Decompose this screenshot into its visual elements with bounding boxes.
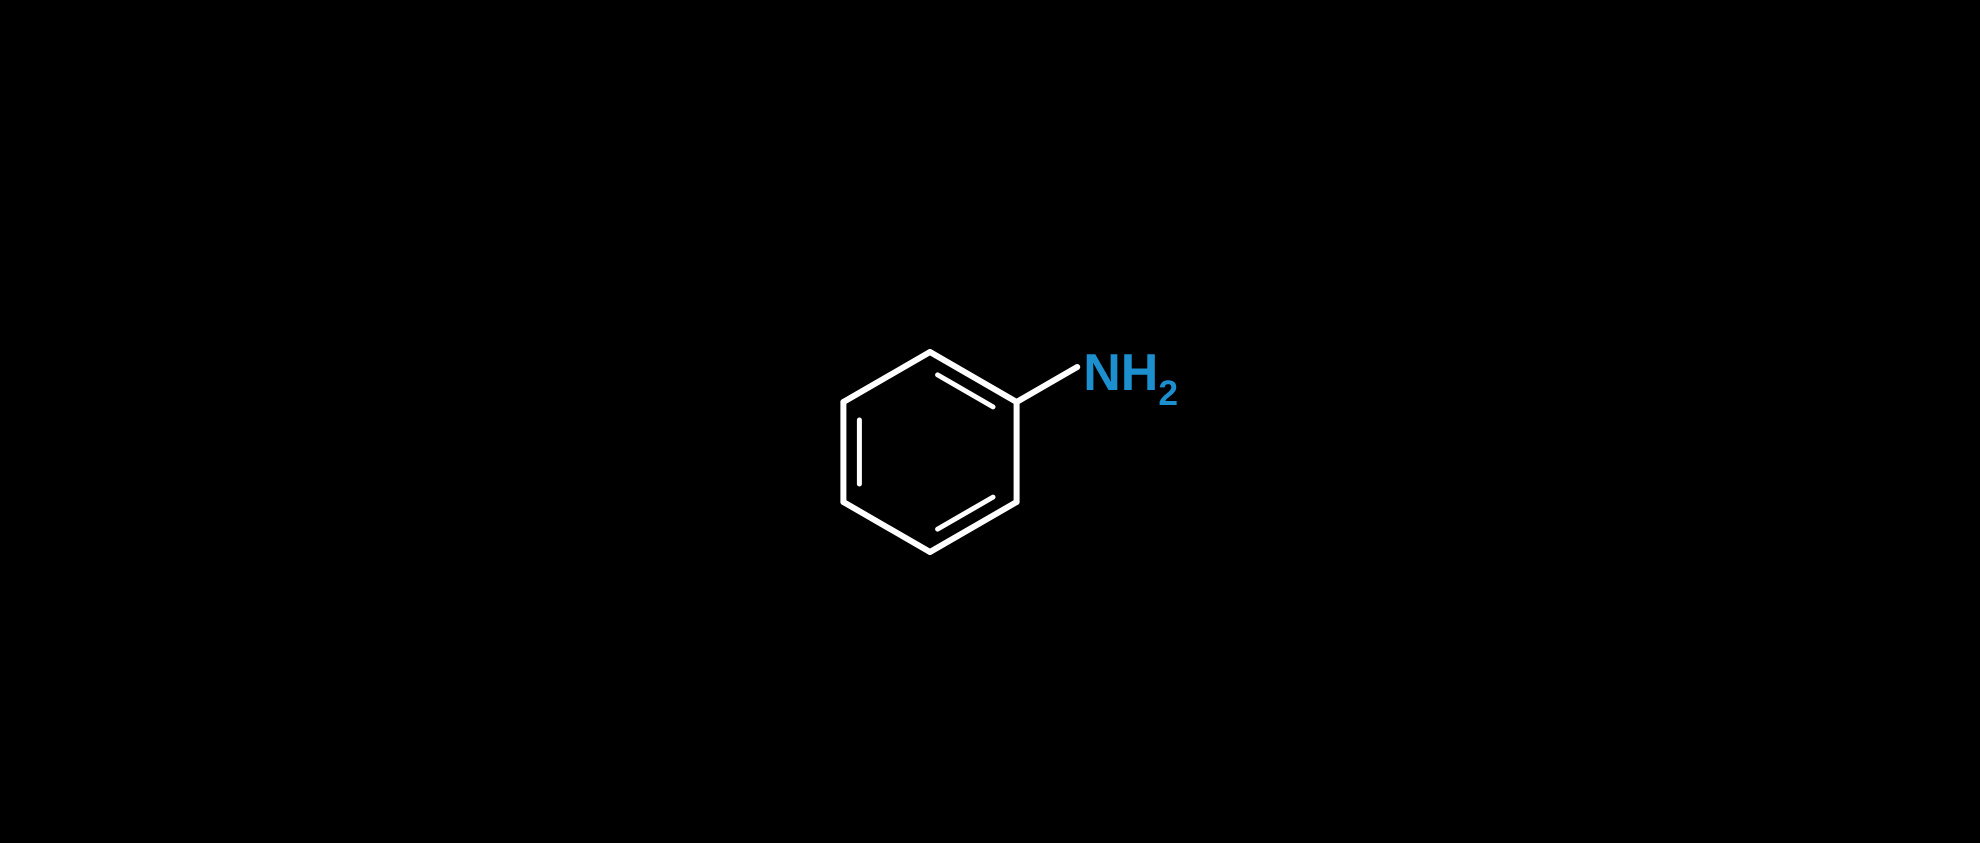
benzene-ring xyxy=(780,242,1200,602)
amine-label-main: NH xyxy=(1083,344,1158,402)
amine-label-sub: 2 xyxy=(1158,374,1178,413)
molecule-aniline: NH2 xyxy=(780,242,1200,602)
amine-label: NH2 xyxy=(1083,343,1178,410)
figure-canvas: NH2 xyxy=(0,0,1980,843)
